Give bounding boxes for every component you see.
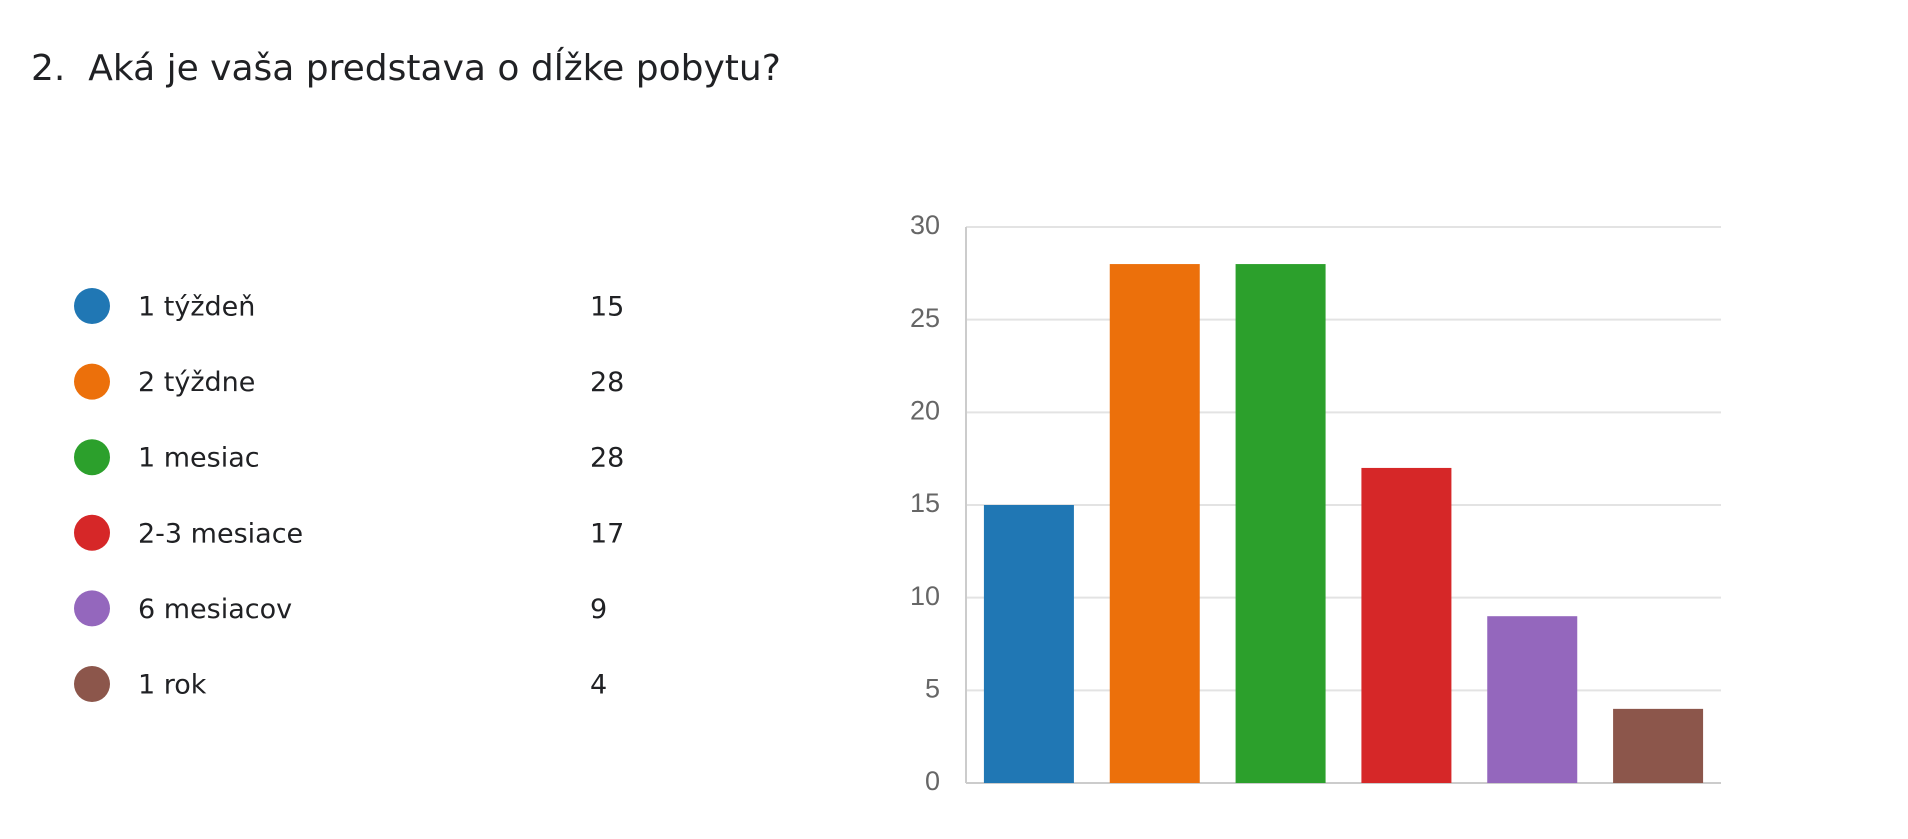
legend-swatch <box>74 666 110 702</box>
legend-count: 15 <box>590 292 624 323</box>
legend-swatch <box>74 514 110 551</box>
legend-swatch <box>74 363 110 400</box>
legend-count: 4 <box>590 670 607 701</box>
legend-swatch <box>74 288 110 324</box>
legend-label: 1 rok <box>138 670 207 701</box>
legend-count: 17 <box>590 518 624 549</box>
y-tick-label: 5 <box>925 673 940 703</box>
bar <box>983 505 1074 783</box>
legend-label: 1 mesiac <box>138 443 260 474</box>
legend-label: 6 mesiacov <box>138 594 292 625</box>
bar <box>1613 708 1704 783</box>
chart-title: 2. Aká je vaša predstava o dĺžke pobytu? <box>31 47 781 89</box>
legend-count: 28 <box>590 443 624 474</box>
legend-swatch <box>74 590 110 627</box>
y-tick-label: 30 <box>910 210 940 240</box>
bar <box>1487 616 1578 783</box>
bar <box>1235 264 1326 784</box>
y-tick-label: 20 <box>910 395 940 425</box>
y-tick-label: 15 <box>910 488 940 518</box>
bar <box>1109 264 1200 784</box>
legend-label: 2 týždne <box>138 367 255 398</box>
legend-label: 1 týždeň <box>138 292 255 323</box>
legend-swatch <box>74 439 110 476</box>
legend-count: 9 <box>590 594 607 625</box>
y-tick-label: 0 <box>925 766 940 796</box>
y-tick-label: 10 <box>910 581 940 611</box>
y-tick-label: 25 <box>910 303 940 333</box>
legend-count: 28 <box>590 367 624 398</box>
legend-label: 2-3 mesiace <box>138 518 303 549</box>
bar <box>1361 467 1452 783</box>
